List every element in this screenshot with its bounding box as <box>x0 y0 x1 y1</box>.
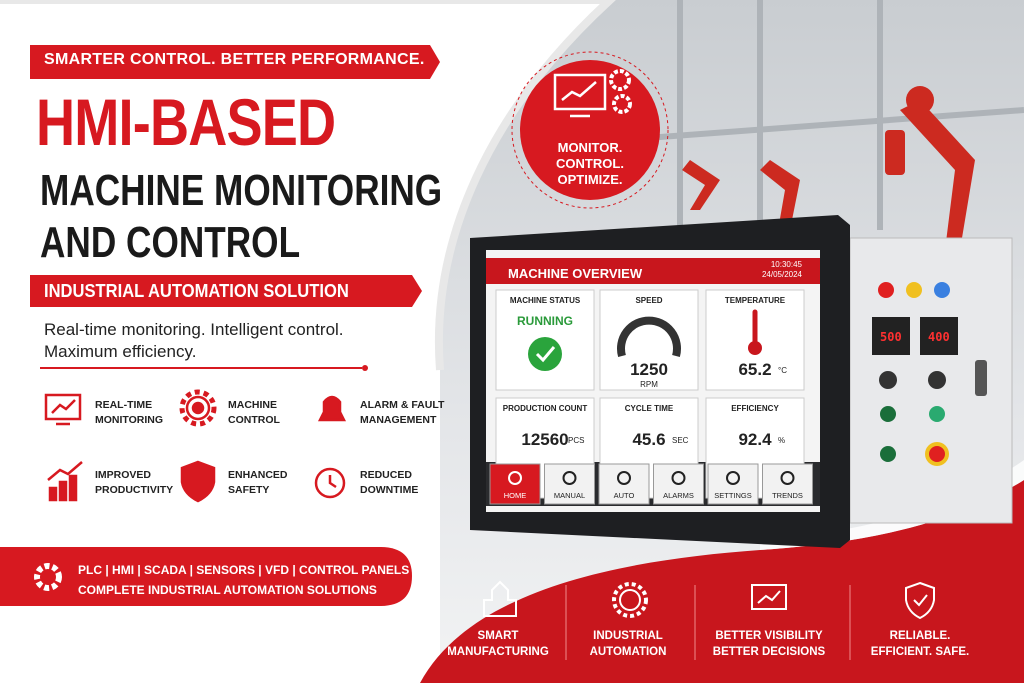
status-icon <box>528 337 562 371</box>
badge-text: OPTIMIZE. <box>557 172 623 187</box>
description: Maximum efficiency. <box>44 342 197 361</box>
tagline-banner <box>30 45 440 79</box>
tile-value: 45.6 <box>632 430 666 449</box>
tagline: SMARTER CONTROL. BETTER PERFORMANCE. <box>44 51 425 68</box>
robot-arms <box>682 86 975 250</box>
title: MACHINE MONITORING <box>40 166 443 215</box>
benefit-label: MANUFACTURING <box>447 646 549 658</box>
tech-banner <box>0 547 412 606</box>
feature-label: MONITORING <box>95 414 164 426</box>
feature-label: PRODUCTIVITY <box>95 484 174 496</box>
feature-label: CONTROL <box>228 414 280 426</box>
subtitle-banner <box>30 275 422 307</box>
tile-label: SPEED <box>635 296 663 305</box>
nav-icon <box>780 471 795 485</box>
badge-ring <box>511 51 669 209</box>
tile-value: 1250 <box>630 360 668 379</box>
subtitle: INDUSTRIAL AUTOMATION SOLUTION <box>44 281 349 301</box>
title: HMI-BASED <box>36 85 336 159</box>
feature-label: SAFETY <box>228 484 270 496</box>
badge-text: CONTROL. <box>556 156 624 171</box>
tile-unit: RPM <box>640 380 658 389</box>
benefit-label: SMART <box>477 630 519 642</box>
description: Real-time monitoring. Intelligent contro… <box>44 320 344 339</box>
nav-icon <box>726 471 740 485</box>
benefit-label: AUTOMATION <box>589 646 667 658</box>
hmi-tile <box>599 289 699 391</box>
divider-dot <box>362 365 368 371</box>
hmi-time: 10:30:45 <box>770 260 802 269</box>
technologies: PLC | HMI | SCADA | SENSORS | VFD | CONT… <box>78 563 410 577</box>
tile-label: MACHINE STATUS <box>509 296 581 305</box>
tile-unit: PCS <box>568 436 585 445</box>
badge-icon <box>553 69 632 118</box>
tile-label: PRODUCTION COUNT <box>502 404 588 413</box>
benefit-label: RELIABLE. <box>889 630 951 642</box>
nav-icon <box>562 471 577 485</box>
tile-value: RUNNING <box>517 314 573 328</box>
feature-label: REAL-TIME <box>95 399 153 411</box>
tile-label: CYCLE TIME <box>624 404 674 413</box>
nav-button-label[interactable]: ALARMS <box>663 491 694 500</box>
badge-text: MONITOR. <box>557 140 623 155</box>
bottom-wave <box>420 480 1024 683</box>
nav-button-label[interactable]: HOME <box>503 491 527 500</box>
benefit-dividers <box>565 585 851 660</box>
summary: COMPLETE INDUSTRIAL AUTOMATION SOLUTIONS <box>78 583 377 597</box>
feature-label: ENHANCED <box>228 469 288 481</box>
white-panel <box>0 0 610 683</box>
screen-header <box>486 258 820 284</box>
tile-value: 92.4 <box>738 430 772 449</box>
benefit-label: BETTER DECISIONS <box>712 646 826 658</box>
benefit-icons <box>483 580 935 620</box>
tile-value: 65.2 <box>738 360 772 379</box>
panel-buttons <box>872 282 987 466</box>
title: AND CONTROL <box>40 218 301 267</box>
nav-icon <box>617 471 631 485</box>
nav-icon <box>508 471 522 485</box>
tile-unit: SEC <box>672 436 689 445</box>
hmi-date: 24/05/2024 <box>761 270 802 279</box>
tile-unit: °C <box>778 366 787 375</box>
tile-label: EFFICIENCY <box>731 404 779 413</box>
nav-button <box>489 463 541 505</box>
benefit-label: EFFICIENT. SAFE. <box>870 646 970 658</box>
factory-beams <box>619 0 1024 240</box>
nav-icon <box>671 471 686 485</box>
panel-display: 500 <box>880 330 902 344</box>
feature-label: DOWNTIME <box>360 484 419 496</box>
status-check <box>535 346 556 363</box>
tile-value: 12560 <box>521 430 569 449</box>
feature-icons <box>44 389 347 503</box>
hmi-title: MACHINE OVERVIEW <box>508 266 643 281</box>
nav-button-label[interactable]: SETTINGS <box>714 491 752 500</box>
tile-unit: % <box>778 436 786 445</box>
curve-edge <box>0 0 616 371</box>
gear-icon <box>34 563 62 591</box>
benefit-label: INDUSTRIAL <box>593 630 663 642</box>
feature-label: REDUCED <box>360 469 412 481</box>
nav-button-label[interactable]: TRENDS <box>772 491 803 500</box>
tile-label: TEMPERATURE <box>724 296 786 305</box>
panel-display: 400 <box>928 330 950 344</box>
benefit-label: BETTER VISIBILITY <box>715 630 823 642</box>
feature-label: IMPROVED <box>95 469 152 481</box>
feature-label: ALARM & FAULT <box>360 399 445 411</box>
thermometer-bulb <box>748 341 762 355</box>
nav-button-label[interactable]: MANUAL <box>553 491 586 500</box>
nav-button-label[interactable]: AUTO <box>613 491 635 500</box>
feature-label: MANAGEMENT <box>360 414 437 426</box>
feature-label: MACHINE <box>228 399 277 411</box>
gauge <box>617 316 681 358</box>
